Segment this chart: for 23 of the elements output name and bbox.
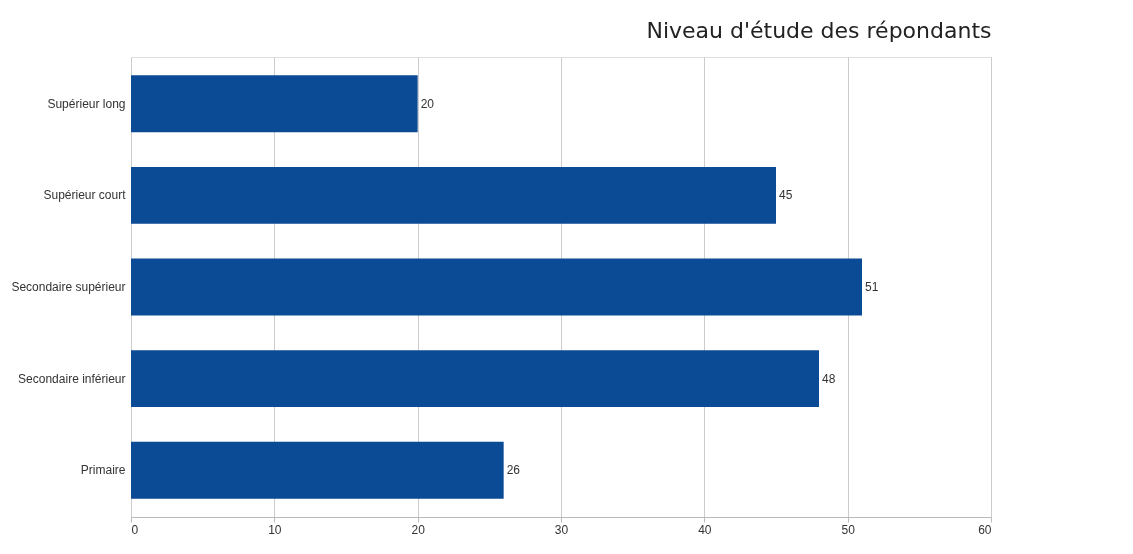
x-tick-label: 10 <box>268 522 282 537</box>
data-label: 26 <box>506 463 521 478</box>
bar <box>131 441 504 499</box>
data-label: 20 <box>420 96 435 111</box>
data-label: 45 <box>779 188 793 203</box>
x-tick-label: 40 <box>698 522 712 537</box>
x-tick-label: 50 <box>841 522 856 537</box>
bar <box>131 350 819 408</box>
y-tick-label: Supérieur long <box>47 96 126 111</box>
x-tick-label: 20 <box>411 522 426 537</box>
data-label: 51 <box>865 280 879 294</box>
data-label: 48 <box>822 371 836 386</box>
x-tick-label: 30 <box>554 522 569 537</box>
y-tick-label: Supérieur court <box>43 188 127 203</box>
x-tick-label: 60 <box>978 522 992 537</box>
bar <box>131 75 418 133</box>
chart-title: Niveau d'étude des répondants <box>646 18 992 43</box>
x-tick-label: 0 <box>131 522 139 537</box>
y-tick-label: Secondaire supérieur <box>11 280 126 294</box>
bar <box>131 258 862 316</box>
y-tick-label: Primaire <box>80 463 126 478</box>
bar <box>131 166 776 224</box>
y-tick-label: Secondaire inférieur <box>18 371 126 386</box>
